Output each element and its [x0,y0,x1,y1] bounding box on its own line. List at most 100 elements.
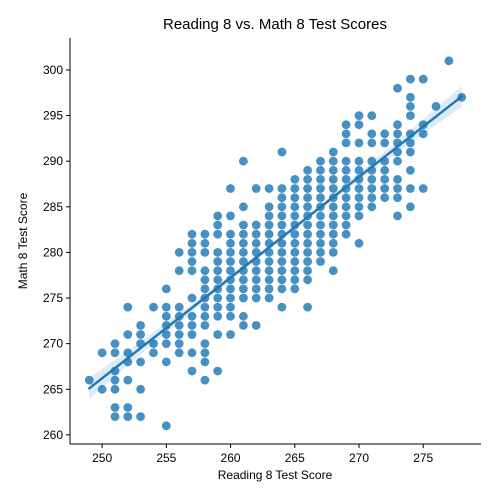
scatter-point [161,284,171,294]
scatter-point [418,129,428,139]
scatter-point [251,293,261,303]
scatter-point [277,238,287,248]
scatter-point [341,120,351,130]
scatter-point [226,266,235,276]
scatter-point [380,138,390,148]
x-tick-label: 260 [221,451,241,465]
scatter-point [328,238,338,248]
scatter-point [226,229,235,239]
scatter-point [316,156,325,166]
scatter-point [277,266,287,276]
scatter-point [136,412,146,421]
scatter-point [290,238,300,248]
scatter-point [213,366,223,376]
scatter-point [406,111,415,120]
scatter-point [328,211,338,221]
scatter-point [264,266,274,276]
scatter-point [161,357,171,367]
scatter-point [316,211,325,221]
scatter-point [226,302,235,312]
scatter-point [136,384,146,394]
scatter-point [277,193,287,203]
scatter-point [341,211,351,221]
scatter-point [277,220,287,230]
scatter-point [393,120,402,130]
scatter-point [316,257,325,266]
scatter-point [380,193,390,203]
scatter-point [239,284,248,294]
scatter-point [251,184,261,193]
scatter-point [406,147,415,157]
scatter-point [149,339,158,348]
scatter-point [149,302,158,312]
chart-title: Reading 8 vs. Math 8 Test Scores [163,16,387,33]
scatter-point [200,321,210,330]
scatter-point [341,165,351,175]
scatter-point [264,229,274,239]
scatter-point [213,257,223,266]
y-tick-label: 265 [43,382,63,396]
scatter-point [303,229,312,239]
scatter-point [380,175,390,184]
scatter-point [393,184,402,193]
scatter-point [393,175,402,184]
scatter-point [226,293,235,303]
scatter-point [123,403,133,412]
scatter-point [200,238,210,248]
scatter-point [354,156,364,166]
scatter-point [354,211,364,221]
scatter-point [251,220,261,230]
scatter-point [354,120,364,130]
y-tick-label: 280 [43,245,63,259]
y-axis-label: Math 8 Test Score [16,192,30,289]
scatter-point [213,330,223,339]
regression-line-layer [88,95,463,390]
scatter-point [200,229,210,239]
scatter-point [187,311,197,321]
scatter-point [264,293,274,303]
scatter-point [213,311,223,321]
scatter-point [406,102,415,111]
scatter-point [110,348,120,358]
scatter-point [380,184,390,193]
scatter-point [277,248,287,257]
scatter-point [277,202,287,212]
scatter-point [110,375,120,385]
scatter-point [406,74,415,84]
x-tick-label: 265 [285,451,305,465]
scatter-point [290,284,300,294]
scatter-point [251,275,261,285]
scatter-point [226,248,235,257]
scatter-point [341,193,351,203]
scatter-point [187,330,197,339]
scatter-point [226,330,235,339]
scatter-point [406,92,415,102]
scatter-point [354,238,364,248]
scatter-point [239,238,248,248]
y-ticks: 260 265 270 275 280 285 290 295 300 [43,63,70,442]
scatter-point [264,211,274,221]
scatter-point [200,275,210,285]
scatter-point [303,238,312,248]
scatter-point [136,321,146,330]
x-tick-label: 270 [349,451,369,465]
scatter-point [226,211,235,221]
scatter-point [316,175,325,184]
scatter-point [264,202,274,212]
scatter-point [239,257,248,266]
scatter-point [213,220,223,230]
scatter-point [341,229,351,239]
scatter-point [200,348,210,358]
scatter-point [341,156,351,166]
scatter-point [406,202,415,212]
scatter-point [264,220,274,230]
scatter-point [316,220,325,230]
y-tick-label: 285 [43,200,63,214]
scatter-point [277,257,287,266]
scatter-point [328,229,338,239]
scatter-point [136,357,146,367]
x-tick-label: 255 [156,451,176,465]
scatter-point [406,165,415,175]
scatter-point [418,74,428,84]
scatter-point [354,184,364,193]
